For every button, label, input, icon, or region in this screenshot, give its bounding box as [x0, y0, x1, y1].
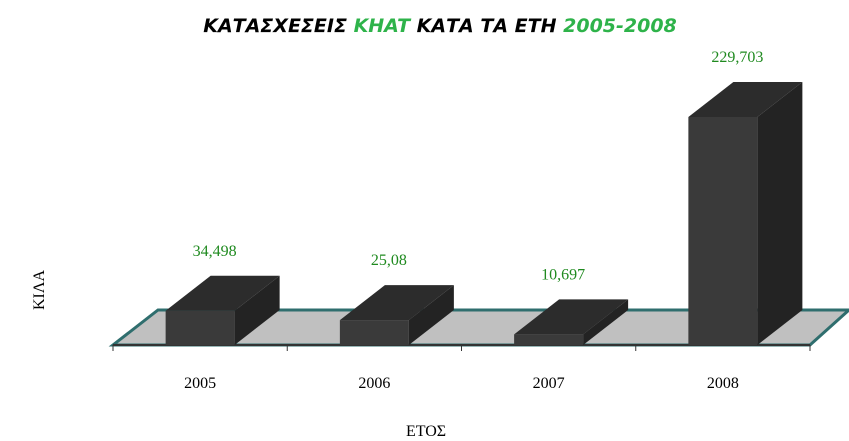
- title-part: ΚΑΤΑ ΤΑ ΕΤΗ: [417, 15, 557, 37]
- x-tick-label: 2006: [358, 375, 390, 392]
- bar: [339, 285, 454, 345]
- bar-front: [165, 310, 235, 345]
- title-part: 2005-2008: [563, 15, 677, 37]
- bar-top: [514, 299, 629, 335]
- y-axis-label: ΚΙΛΑ: [31, 270, 48, 310]
- bar-side: [234, 275, 280, 345]
- bar: [514, 299, 629, 345]
- bar-top: [688, 82, 803, 117]
- bar-top: [339, 285, 454, 321]
- x-axis-label: ΕΤΟΣ: [406, 423, 446, 440]
- x-tick-label: 2007: [533, 375, 565, 392]
- x-tick-label: 2005: [184, 375, 216, 392]
- title-part: ΚΑΤΑΣΧΕΣΕΙΣ: [203, 15, 347, 37]
- bar-side: [408, 285, 454, 345]
- bar-side: [583, 299, 629, 345]
- data-label: 34,498: [193, 243, 237, 260]
- bar-front: [688, 117, 758, 345]
- bar-front: [339, 320, 409, 345]
- x-tick-label: 2008: [707, 375, 739, 392]
- bar: [165, 275, 280, 345]
- chart-title: ΚΑΤΑΣΧΕΣΕΙΣ KHAT ΚΑΤΑ ΤΑ ΕΤΗ 2005-2008: [203, 15, 677, 37]
- bar-side: [757, 82, 803, 345]
- data-label: 25,08: [371, 252, 407, 269]
- data-label: 10,697: [541, 266, 585, 283]
- bar-top: [165, 275, 280, 311]
- data-label: 229,703: [711, 49, 763, 66]
- title-part: KHAT: [354, 15, 413, 37]
- bar-front: [514, 334, 584, 345]
- bar: [688, 82, 803, 345]
